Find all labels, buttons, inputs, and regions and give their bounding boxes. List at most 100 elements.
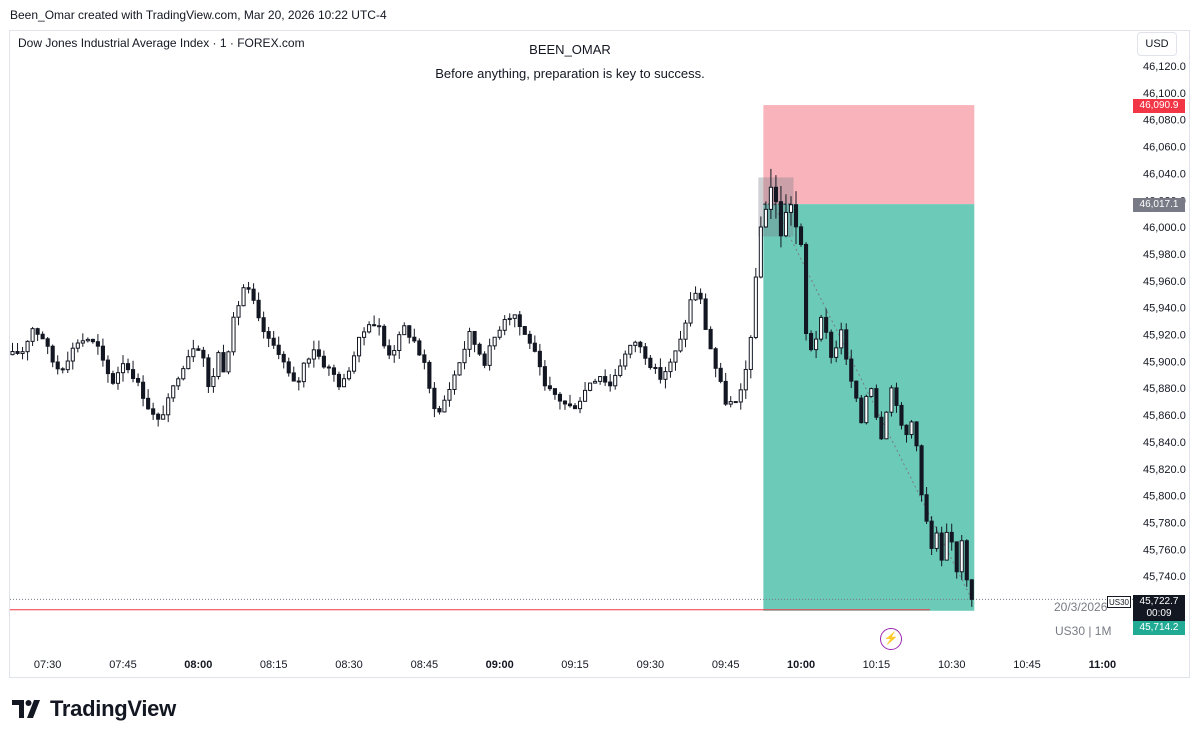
candle-body[interactable] bbox=[45, 338, 50, 347]
candle-body[interactable] bbox=[15, 351, 20, 354]
candle-body[interactable] bbox=[572, 405, 578, 410]
candle-body[interactable] bbox=[417, 340, 422, 356]
candle-body[interactable] bbox=[723, 380, 728, 405]
candle-body[interactable] bbox=[929, 520, 934, 549]
candle-body[interactable] bbox=[472, 330, 477, 345]
candle-body[interactable] bbox=[532, 342, 537, 352]
candle-body[interactable] bbox=[839, 329, 844, 349]
candle-body[interactable] bbox=[844, 329, 849, 360]
candle-body[interactable] bbox=[497, 329, 502, 338]
candle-body[interactable] bbox=[357, 336, 362, 357]
candle-body[interactable] bbox=[60, 368, 65, 371]
candle-body[interactable] bbox=[206, 357, 211, 388]
tradingview-logo[interactable]: TradingView bbox=[12, 696, 176, 722]
candle-body[interactable] bbox=[151, 408, 156, 415]
candle-body[interactable] bbox=[854, 380, 859, 399]
candle-body[interactable] bbox=[70, 347, 75, 362]
candle-body[interactable] bbox=[331, 367, 337, 375]
candle-body[interactable] bbox=[492, 336, 497, 347]
candle-body[interactable] bbox=[628, 344, 633, 355]
candle-body[interactable] bbox=[402, 325, 407, 336]
candle-body[interactable] bbox=[598, 376, 603, 382]
candle-body[interactable] bbox=[633, 341, 638, 346]
candle-body[interactable] bbox=[537, 350, 542, 368]
candle-body[interactable] bbox=[146, 397, 151, 410]
candle-body[interactable] bbox=[653, 366, 658, 369]
candle-body[interactable] bbox=[728, 401, 733, 405]
candle-body[interactable] bbox=[171, 385, 176, 399]
candle-body[interactable] bbox=[507, 317, 512, 321]
candle-body[interactable] bbox=[50, 345, 55, 363]
candle-body[interactable] bbox=[874, 388, 879, 418]
candle-body[interactable] bbox=[341, 378, 347, 388]
candle-body[interactable] bbox=[85, 338, 90, 342]
candle-body[interactable] bbox=[181, 368, 186, 380]
candle-body[interactable] bbox=[201, 349, 206, 359]
candle-body[interactable] bbox=[95, 341, 100, 347]
candle-body[interactable] bbox=[793, 204, 799, 228]
candle-body[interactable] bbox=[517, 314, 522, 328]
candle-body[interactable] bbox=[487, 345, 492, 366]
candle-body[interactable] bbox=[763, 208, 768, 228]
candle-body[interactable] bbox=[306, 358, 311, 364]
candle-body[interactable] bbox=[959, 540, 964, 573]
candle-body[interactable] bbox=[547, 385, 552, 390]
candle-body[interactable] bbox=[934, 532, 939, 549]
candle-body[interactable] bbox=[110, 373, 116, 384]
candle-body[interactable] bbox=[753, 276, 758, 338]
candle-body[interactable] bbox=[20, 351, 25, 354]
candle-body[interactable] bbox=[35, 328, 40, 335]
candle-body[interactable] bbox=[191, 348, 196, 358]
candle-body[interactable] bbox=[392, 350, 397, 356]
candle-body[interactable] bbox=[894, 387, 899, 406]
candle-body[interactable] bbox=[442, 399, 447, 413]
candle-body[interactable] bbox=[412, 336, 417, 342]
candle-body[interactable] bbox=[743, 368, 748, 391]
candle-body[interactable] bbox=[25, 340, 30, 353]
candle-body[interactable] bbox=[447, 388, 452, 401]
candle-body[interactable] bbox=[577, 400, 583, 410]
candle-body[interactable] bbox=[829, 331, 834, 358]
candle-body[interactable] bbox=[216, 352, 221, 377]
candle-body[interactable] bbox=[693, 292, 698, 301]
candle-body[interactable] bbox=[115, 372, 121, 384]
candle-body[interactable] bbox=[221, 352, 226, 373]
candle-body[interactable] bbox=[698, 292, 703, 300]
candle-body[interactable] bbox=[256, 299, 261, 319]
candle-body[interactable] bbox=[40, 333, 45, 340]
candle-body[interactable] bbox=[583, 389, 588, 402]
candle-body[interactable] bbox=[477, 343, 482, 355]
candle-body[interactable] bbox=[105, 359, 110, 375]
candle-body[interactable] bbox=[125, 363, 131, 371]
candle-body[interactable] bbox=[542, 366, 547, 387]
candle-body[interactable] bbox=[919, 445, 924, 496]
lightning-icon[interactable]: ⚡ bbox=[880, 628, 902, 650]
candle-body[interactable] bbox=[603, 376, 608, 383]
candle-body[interactable] bbox=[678, 338, 683, 352]
candle-body[interactable] bbox=[593, 380, 598, 384]
candle-body[interactable] bbox=[10, 351, 15, 356]
candle-body[interactable] bbox=[316, 349, 321, 357]
candle-body[interactable] bbox=[778, 201, 783, 237]
candle-body[interactable] bbox=[176, 378, 181, 387]
candle-body[interactable] bbox=[909, 421, 914, 436]
candle-body[interactable] bbox=[643, 346, 648, 359]
candle-body[interactable] bbox=[130, 369, 136, 379]
candle-body[interactable] bbox=[562, 400, 568, 405]
candle-body[interactable] bbox=[452, 374, 457, 390]
candle-body[interactable] bbox=[326, 366, 331, 369]
candle-body[interactable] bbox=[803, 243, 809, 335]
candle-body[interactable] bbox=[271, 337, 276, 346]
candle-body[interactable] bbox=[703, 298, 708, 330]
candle-body[interactable] bbox=[567, 403, 573, 407]
candle-body[interactable] bbox=[276, 344, 281, 355]
candle-body[interactable] bbox=[281, 353, 286, 363]
take-profit-zone[interactable] bbox=[763, 204, 975, 611]
candle-body[interactable] bbox=[773, 186, 778, 203]
candle-body[interactable] bbox=[136, 377, 141, 383]
candle-body[interactable] bbox=[814, 338, 819, 351]
candle-body[interactable] bbox=[879, 416, 884, 440]
candle-body[interactable] bbox=[296, 380, 301, 383]
candle-body[interactable] bbox=[768, 186, 773, 210]
